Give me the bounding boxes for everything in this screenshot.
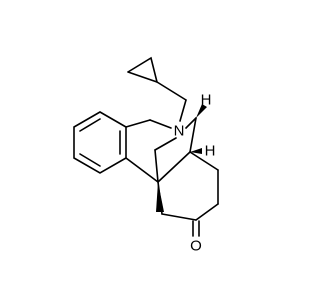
atom-labels: N H H O	[174, 92, 216, 255]
bond	[125, 119, 151, 128]
benzene-ring	[73, 111, 127, 174]
bond	[185, 117, 197, 129]
bonds	[73, 56, 219, 237]
bond	[125, 157, 159, 183]
wedge-bond	[190, 148, 202, 154]
bond	[149, 119, 172, 129]
bond	[195, 203, 219, 221]
atom-label: O	[190, 238, 202, 255]
bond	[154, 137, 177, 151]
molecule-diagram: N H H O	[73, 56, 219, 255]
bond	[161, 213, 197, 221]
bond	[189, 151, 219, 171]
bond	[189, 117, 197, 153]
cyclopropyl-ring	[127, 56, 159, 84]
atom-label: N	[174, 123, 185, 140]
atom-label: H	[205, 143, 216, 160]
double-bond	[79, 118, 101, 132]
bond	[179, 99, 187, 122]
wedge-bond	[196, 104, 207, 118]
wedge-bond	[156, 182, 164, 212]
atom-label: H	[201, 92, 212, 109]
page: N H H O (() => { const data = JSON.parse…	[73, 56, 219, 255]
double-bond	[79, 153, 101, 167]
bond	[154, 149, 159, 183]
bond	[156, 81, 187, 101]
bond	[157, 151, 191, 183]
